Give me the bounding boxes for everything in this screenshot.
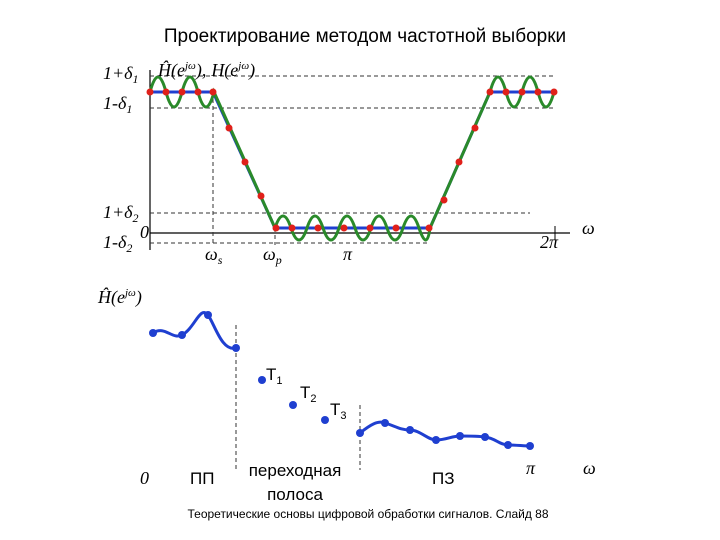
sample [272, 224, 280, 232]
label: T2 [300, 383, 317, 405]
sample [225, 124, 233, 132]
sample [518, 88, 526, 96]
sample [366, 224, 374, 232]
sample [257, 192, 265, 200]
label: ωs [205, 244, 223, 267]
sample [455, 158, 463, 166]
label: 1+δ2 [103, 202, 139, 225]
sample [258, 376, 266, 384]
label: π [343, 244, 353, 264]
sample [209, 88, 217, 96]
sample [550, 88, 558, 96]
title: Проектирование методом частотной выборки [164, 26, 566, 47]
label: ω [583, 458, 596, 478]
bottom-plot: Ĥ(ejω) T1 T2 T3 0 ПП переходная полоса П… [97, 286, 596, 504]
sample [502, 88, 510, 96]
sample [534, 88, 542, 96]
label: ω [582, 218, 595, 238]
sample [425, 224, 433, 232]
sample [194, 88, 202, 96]
label: полоса [267, 485, 323, 504]
label: π [526, 458, 536, 478]
label: T1 [266, 365, 283, 387]
sample [241, 158, 249, 166]
sample [432, 436, 440, 444]
sample [440, 196, 448, 204]
sample [204, 311, 212, 319]
actual-response [148, 75, 556, 242]
sample [288, 224, 296, 232]
sample [178, 88, 186, 96]
top-plot: 1+δ1 1-δ1 1+δ2 1-δ2 0 Ĥ(ejω), H(ejω) ωs ω… [103, 59, 595, 267]
label: T3 [330, 400, 347, 422]
sample [526, 442, 534, 450]
label: переходная [249, 461, 342, 480]
sample-points [146, 88, 558, 232]
label: 1-δ1 [103, 93, 132, 116]
sample [289, 401, 297, 409]
sample [149, 329, 157, 337]
sample [504, 441, 512, 449]
sample [381, 419, 389, 427]
label: 1-δ2 [103, 232, 132, 255]
footer: Теоретические основы цифровой обработки … [187, 507, 548, 521]
passband-curve [152, 311, 237, 350]
label: 2π [540, 232, 559, 252]
sample [471, 124, 479, 132]
sample [146, 88, 154, 96]
sample [314, 224, 322, 232]
sample [162, 88, 170, 96]
label: 0 [140, 468, 149, 488]
sample [340, 224, 348, 232]
sample [481, 433, 489, 441]
ideal-response [150, 90, 555, 230]
sample [456, 432, 464, 440]
label: ωp [263, 244, 282, 267]
sample [321, 416, 329, 424]
label: 0 [140, 222, 149, 242]
label: ПП [190, 469, 214, 488]
label: ПЗ [432, 469, 455, 488]
sample [486, 88, 494, 96]
label: 1+δ1 [103, 63, 139, 86]
sample [406, 426, 414, 434]
label: Ĥ(ejω) [97, 286, 142, 308]
sample [178, 331, 186, 339]
label: Ĥ(ejω), H(ejω) [157, 59, 255, 81]
sample [356, 429, 364, 437]
sample [232, 344, 240, 352]
sample [392, 224, 400, 232]
